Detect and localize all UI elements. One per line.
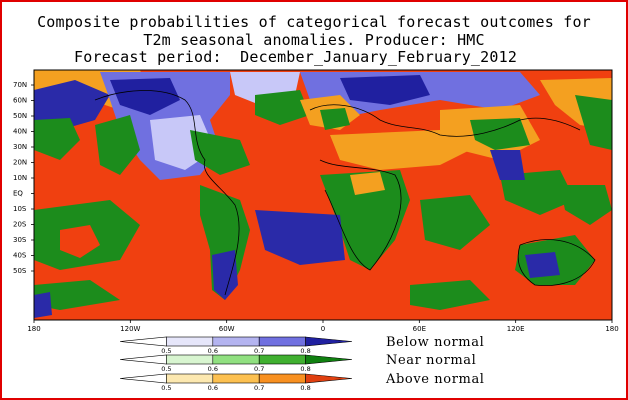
maritime-green [500,170,575,215]
legend-swatch [258,354,306,365]
legend-tick-label: 0.6 [208,384,218,392]
map-field [34,70,612,320]
title-line-1: Composite probabilities of categorical f… [37,13,591,31]
legend-arrow-left [119,354,167,365]
southern-blue-patch [34,292,52,318]
africa-orange [350,172,385,195]
canada-dark-blue [110,78,180,115]
gulf-green [190,130,250,175]
legend-tick-label: 0.7 [254,384,264,392]
australia-coastline [517,239,596,286]
lat-label: 20S [13,221,27,229]
legend-row: 0.5 0.6 0.7 0.8 Near normal [119,353,476,373]
africa-coastline [319,159,402,271]
legend-swatch [166,373,214,384]
lat-label: 60N [13,97,27,105]
legend-swatch [258,336,306,347]
lat-label: 30N [13,143,27,151]
lat-label: 50N [13,112,27,120]
legend-swatch [212,354,260,365]
south-america-blue [212,250,238,300]
north-atlantic-green [255,90,310,125]
legend-tick-label: 0.8 [300,347,310,355]
title-line-2: T2m seasonal anomalies. Producer: HMC [143,31,485,49]
europe-green [320,108,350,130]
legend-arrow-right [305,373,353,384]
legend-tick-label: 0.5 [161,365,171,373]
lat-label: 10N [13,174,27,182]
legend-swatch [212,336,260,347]
lon-label: 120E [507,325,525,333]
lon-label: 120W [120,325,140,333]
lon-label: 0 [321,325,325,333]
legend-label: Below normal [386,335,484,350]
lon-label: 60E [413,325,426,333]
legend-tick-label: 0.5 [161,347,171,355]
americas-coastline [94,90,240,296]
legend-label: Near normal [386,353,476,368]
legend-tick-label: 0.7 [254,365,264,373]
title-line-3: Forecast period: December_January_Februa… [74,48,518,66]
legend-tick-label: 0.6 [208,347,218,355]
lat-label: 50S [13,267,27,275]
legend: 0.5 0.6 0.7 0.8 Below normal 0.5 0.6 0.7 0.8 Near… [119,335,485,392]
alaska-pacific-blue [34,80,110,130]
legend-label: Above normal [385,372,485,387]
southern-indian-green [410,280,490,310]
indian-ocean-green [420,195,490,250]
legend-arrow-right [305,336,353,347]
legend-tick-label: 0.5 [161,384,171,392]
legend-swatch [258,373,306,384]
west-coast-green [95,115,140,175]
legend-tick-label: 0.7 [254,347,264,355]
australia-blue [525,252,560,278]
china-green [470,118,530,150]
legend-arrow-right [305,354,353,365]
lat-label: 30S [13,236,27,244]
legend-arrow-left [119,373,167,384]
lon-label: 180 [27,325,40,333]
longitude-axis: 180 120W 60W 0 60E 120E 180 [27,320,619,333]
lat-label: EQ [13,190,23,198]
npac-green [34,118,80,160]
lon-label: 180 [605,325,618,333]
nw-pacific-green [575,95,612,150]
eurasia-coastline [309,104,581,137]
sahara-arabia-orange [330,130,470,170]
legend-tick-label: 0.8 [300,384,310,392]
legend-swatch [166,336,214,347]
lat-label: 20N [13,159,27,167]
legend-row: 0.5 0.6 0.7 0.8 Below normal [119,335,484,355]
lon-label: 60W [219,325,235,333]
lat-label: 70N [13,81,27,89]
legend-tick-label: 0.6 [208,365,218,373]
south-pacific-green [34,280,120,310]
lat-label: 10S [13,205,27,213]
lat-label: 40S [13,252,27,260]
west-pacific-green [560,185,612,225]
south-china-sea-blue [490,150,525,180]
lat-label: 40N [13,128,27,136]
legend-tick-label: 0.8 [300,365,310,373]
east-pacific-red-patch [60,225,100,258]
latitude-axis: 70N 60N 50N 40N 30N 20N 10N EQ 10S 20S 30S 40S 50S [13,81,34,275]
legend-swatch [212,373,260,384]
legend-arrow-left [119,336,167,347]
south-atlantic-blue [255,210,345,265]
legend-swatch [166,354,214,365]
siberia-dark-blue [340,75,430,105]
legend-row: 0.5 0.6 0.7 0.8 Above normal [119,372,485,392]
